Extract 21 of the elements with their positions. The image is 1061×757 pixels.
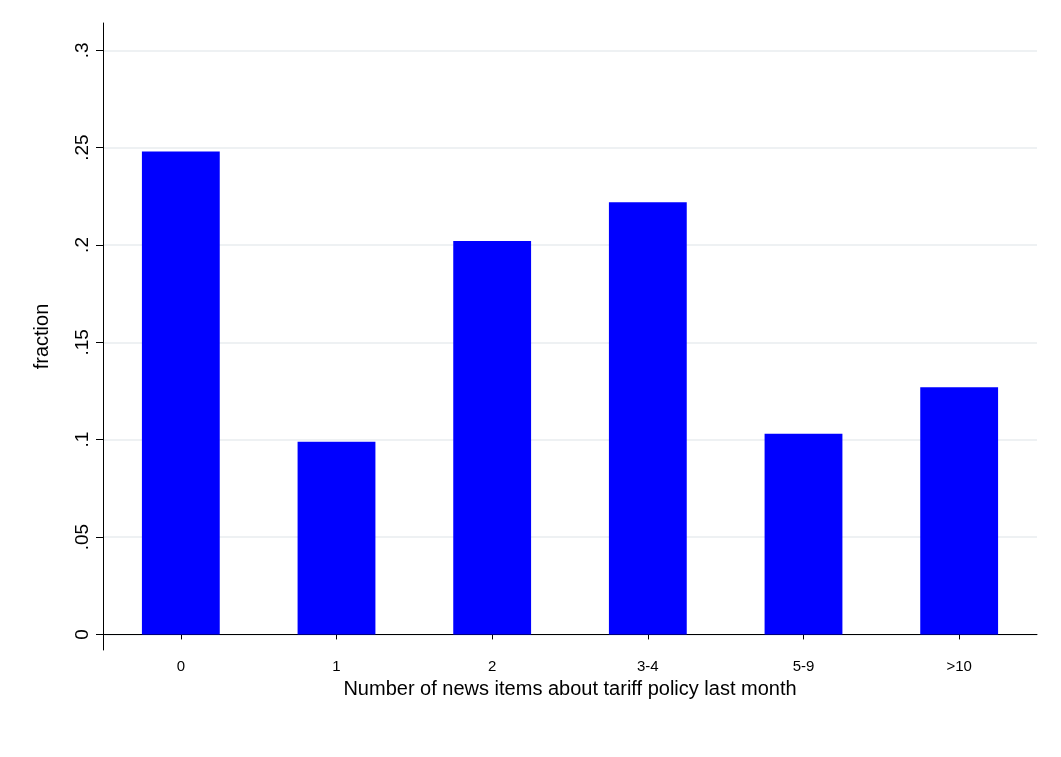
x-tick-label: 2: [487, 657, 497, 674]
bar: [608, 202, 687, 635]
x-tick-label: >10: [946, 657, 972, 674]
x-tick-label: 0: [176, 657, 186, 674]
x-tick-label: 1: [332, 657, 341, 674]
bar: [764, 433, 843, 635]
y-tick-label: .1: [71, 431, 92, 448]
x-axis-title: Number of news items about tariff policy last month: [343, 677, 797, 699]
y-tick-label: .15: [71, 329, 92, 356]
y-tick-label: .2: [71, 237, 92, 253]
y-tick-label: .05: [71, 523, 92, 551]
y-tick-label: .25: [71, 134, 92, 161]
bar: [297, 441, 376, 635]
y-axis-title: fraction: [30, 303, 52, 370]
y-tick-label: .3: [71, 42, 92, 59]
bar: [453, 241, 532, 635]
bar: [920, 387, 999, 635]
bar: [141, 151, 220, 635]
x-tick-label: 5-9: [792, 657, 815, 674]
y-tick-label: 0: [71, 629, 92, 640]
x-tick-label: 3-4: [636, 657, 659, 674]
